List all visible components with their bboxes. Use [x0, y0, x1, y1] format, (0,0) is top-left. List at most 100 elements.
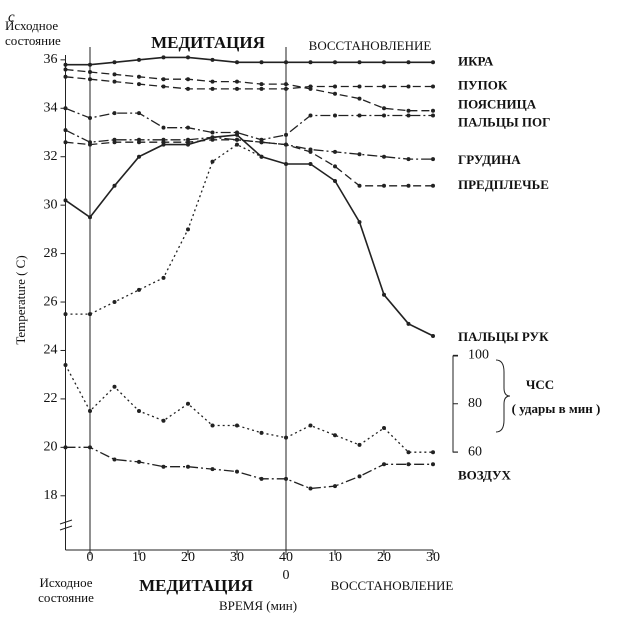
- series-line: [65, 76, 433, 90]
- series-line: [64, 364, 433, 453]
- data-point: [63, 312, 68, 317]
- data-point: [333, 60, 337, 65]
- data-point: [382, 60, 386, 65]
- x-tick-label: 0: [87, 550, 94, 565]
- data-point: [308, 113, 313, 118]
- data-point: [137, 57, 141, 62]
- data-point: [63, 363, 68, 367]
- series-label: ГРУДИНА: [458, 152, 521, 167]
- data-point: [161, 77, 166, 82]
- data-point: [137, 287, 141, 292]
- series-label: ПАЛЬЦЫ ПОГ: [458, 115, 550, 130]
- data-point: [333, 149, 337, 154]
- series-line: [65, 139, 433, 187]
- data-point: [284, 435, 288, 440]
- data-point: [357, 96, 362, 101]
- data-point: [137, 82, 141, 87]
- data-point: [406, 84, 411, 89]
- data-point: [112, 384, 117, 389]
- data-point: [333, 84, 337, 89]
- x-tick-label: 30: [230, 550, 244, 565]
- data-point: [382, 292, 386, 297]
- data-point: [382, 154, 386, 159]
- data-point: [406, 462, 411, 467]
- data-point: [210, 423, 215, 428]
- data-point: [308, 423, 313, 428]
- data-point: [308, 161, 313, 166]
- data-point: [431, 108, 435, 113]
- data-point: [161, 125, 166, 130]
- data-point: [63, 198, 68, 203]
- data-point: [88, 445, 92, 450]
- data-point: [284, 476, 288, 481]
- y2-tick-label: 100: [468, 348, 489, 363]
- data-point: [259, 430, 264, 435]
- x-tick-label: 10: [132, 550, 146, 565]
- data-point: [63, 128, 68, 133]
- data-point: [235, 142, 239, 147]
- data-point: [406, 113, 411, 118]
- data-point: [357, 152, 362, 157]
- data-point: [431, 333, 435, 338]
- data-point: [186, 401, 190, 406]
- data-point: [186, 125, 190, 130]
- data-point: [382, 462, 386, 467]
- x-tick-label: 20: [181, 550, 195, 565]
- data-point: [284, 86, 288, 91]
- data-point: [406, 183, 411, 188]
- data-point: [161, 275, 166, 280]
- data-point: [259, 60, 264, 65]
- data-point: [210, 159, 215, 164]
- x-tick-label: 40: [279, 550, 293, 565]
- data-point: [406, 450, 411, 455]
- data-point: [161, 84, 166, 89]
- y-tick-label: 36: [44, 52, 58, 67]
- data-point: [186, 464, 190, 469]
- x-tick-label: 20: [377, 550, 391, 565]
- series-label: ПОЯСНИЦА: [458, 97, 537, 112]
- x-tick-label: 0: [283, 568, 290, 583]
- y-tick-label: 20: [44, 440, 58, 455]
- y-tick-label: 34: [44, 101, 58, 116]
- data-point: [112, 300, 117, 305]
- data-point: [333, 91, 337, 96]
- data-point: [112, 140, 117, 145]
- data-point: [161, 55, 166, 60]
- data-point: [112, 183, 117, 188]
- data-point: [137, 111, 141, 116]
- data-point: [112, 72, 117, 77]
- data-point: [112, 79, 117, 84]
- data-point: [88, 69, 92, 74]
- data-point: [235, 79, 239, 84]
- y-axis-label: Temperature ( C): [13, 255, 28, 344]
- data-point: [88, 77, 92, 82]
- data-point: [63, 67, 68, 72]
- data-point: [284, 60, 288, 65]
- phase-label: Исходное состояние: [5, 18, 61, 48]
- series-label: ИКРА: [458, 53, 494, 68]
- y-tick-label: 26: [44, 294, 58, 309]
- series-label: ПРЕДПЛЕЧЬЕ: [458, 177, 549, 192]
- data-point: [382, 84, 386, 89]
- y-tick-label: 30: [44, 197, 58, 212]
- series-line: [65, 446, 433, 490]
- data-point: [382, 183, 386, 188]
- phase-label: Исходное состояние: [38, 575, 94, 605]
- data-point: [161, 418, 166, 423]
- data-point: [431, 450, 435, 455]
- panel-letter: c: [8, 9, 15, 25]
- data-point: [406, 60, 411, 65]
- data-point: [186, 227, 190, 232]
- data-point: [259, 140, 264, 145]
- data-point: [88, 115, 92, 120]
- data-point: [235, 469, 239, 474]
- data-point: [284, 161, 288, 166]
- y-tick-label: 24: [44, 343, 58, 358]
- data-point: [357, 60, 362, 65]
- data-point: [63, 445, 68, 450]
- data-point: [63, 106, 68, 111]
- series-line: [65, 129, 433, 160]
- data-point: [284, 82, 288, 87]
- data-point: [88, 142, 92, 147]
- series-line: [65, 134, 434, 337]
